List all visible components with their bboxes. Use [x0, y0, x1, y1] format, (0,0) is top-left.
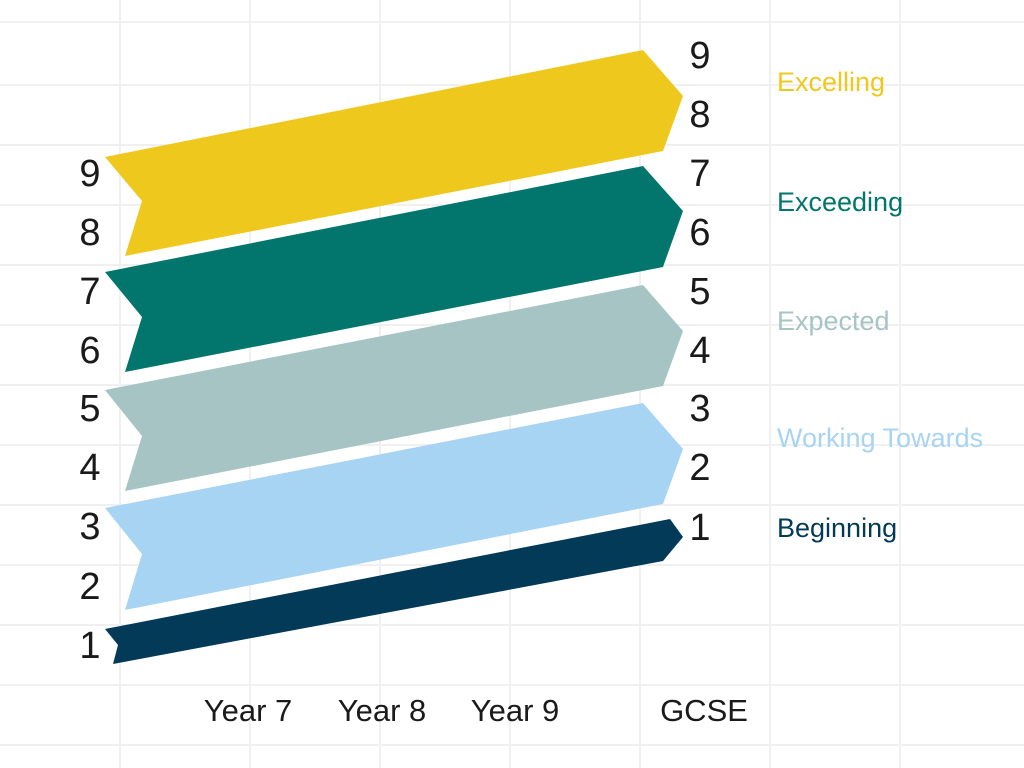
band-label-expected: Expected [777, 306, 890, 336]
stage-label-year-7: Year 7 [204, 693, 293, 728]
band-label-excelling: Excelling [777, 67, 885, 97]
right-grade: 4 [689, 330, 710, 372]
right-grade: 1 [689, 507, 710, 549]
left-grade: 9 [79, 153, 100, 195]
band-beginning [105, 519, 683, 664]
band-exceeding [105, 166, 683, 372]
left-grade: 4 [79, 447, 100, 489]
left-grade: 3 [79, 506, 100, 548]
right-grade: 7 [689, 153, 710, 195]
band-expected [105, 285, 683, 491]
left-grade: 5 [79, 388, 100, 430]
left-grade: 1 [79, 625, 100, 667]
left-grade: 6 [79, 330, 100, 372]
right-grade-labels: 9 8 7 6 5 4 3 2 1 [689, 35, 710, 549]
stage-labels: Year 7 Year 8 Year 9 GCSE [204, 693, 748, 728]
stage-label-year-8: Year 8 [338, 693, 427, 728]
band-label-beginning: Beginning [777, 513, 897, 543]
band-label-exceeding: Exceeding [777, 187, 903, 217]
left-grade: 2 [79, 566, 100, 608]
left-grade-labels: 9 8 7 6 5 4 3 2 1 [79, 153, 100, 667]
right-grade: 8 [689, 94, 710, 136]
right-grade: 3 [689, 388, 710, 430]
right-grade: 5 [689, 271, 710, 313]
stage-label-gcse: GCSE [660, 693, 748, 728]
band-labels: Excelling Exceeding Expected Working Tow… [777, 67, 983, 543]
stage-label-year-9: Year 9 [471, 693, 560, 728]
right-grade: 2 [689, 447, 710, 489]
band-working-towards [105, 403, 683, 610]
left-grade: 8 [79, 212, 100, 254]
band-label-working-towards: Working Towards [777, 423, 983, 453]
right-grade: 9 [689, 35, 710, 77]
band-excelling [105, 50, 683, 256]
left-grade: 7 [79, 271, 100, 313]
right-grade: 6 [689, 212, 710, 254]
